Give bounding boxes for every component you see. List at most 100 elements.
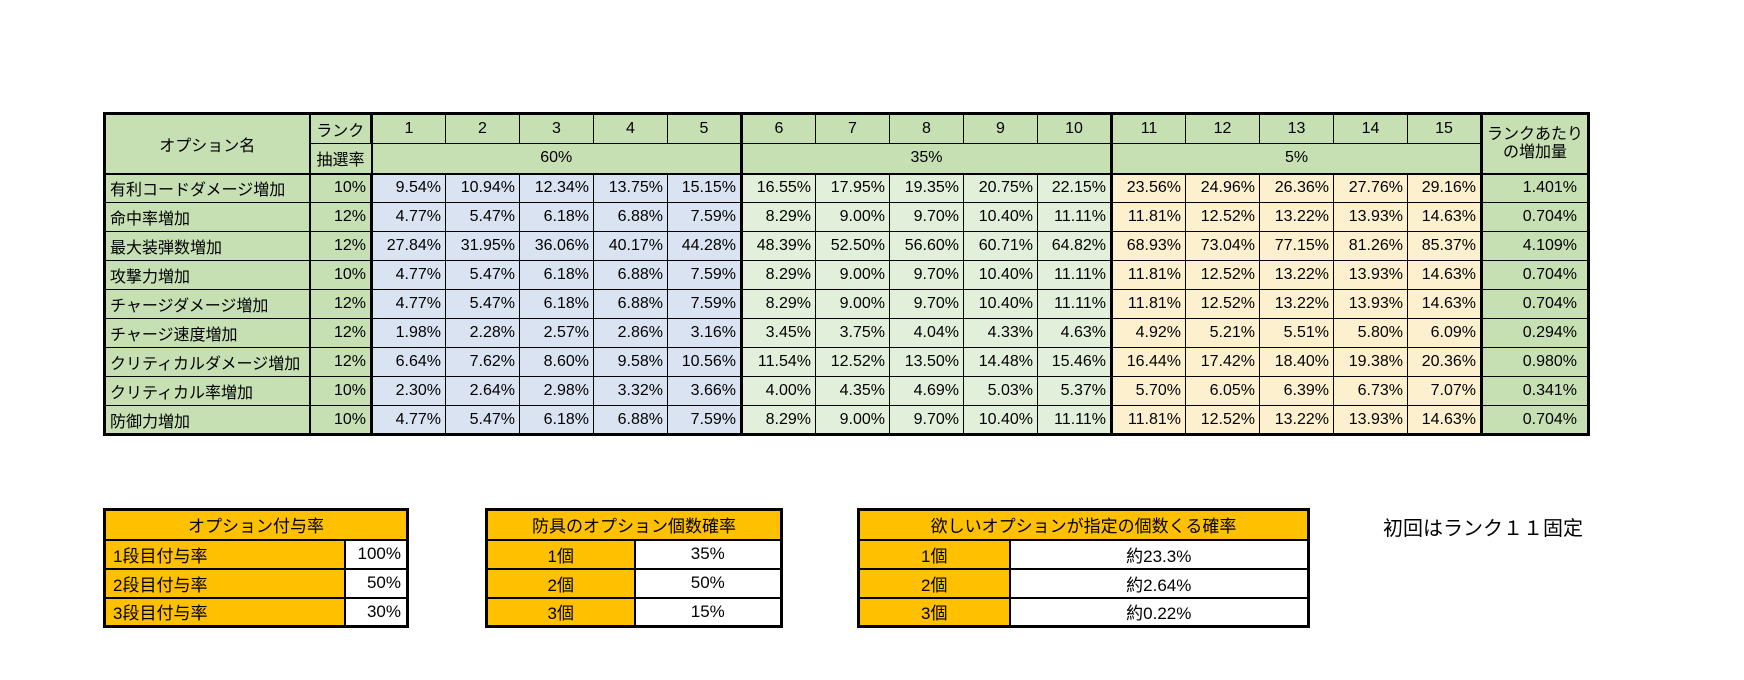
lottery-rate-cell: 12%: [309, 202, 373, 232]
rank-value-cell: 6.39%: [1259, 376, 1334, 406]
rank-value-cell: 6.64%: [371, 347, 446, 377]
title-row: 防具のオプション個数確率: [485, 508, 783, 541]
option-row: 最大装弾数増加 12% 27.84% 31.95% 36.06% 40.17% 44.28%…: [104, 231, 1590, 261]
rank-value-cell: 9.70%: [889, 202, 964, 232]
option-name-cell: チャージダメージ増加: [104, 289, 311, 319]
main-table-body: 有利コードダメージ増加 10% 9.54% 10.94% 12.34% 13.75% 15.…: [104, 173, 1590, 435]
lottery-rate-cell: 10%: [309, 173, 373, 203]
option-name-cell: クリティカルダメージ増加: [104, 347, 311, 377]
rank-value-cell: 17.42%: [1185, 347, 1260, 377]
rank-value-cell: 27.84%: [371, 231, 446, 261]
count-table-head: 防具のオプション個数確率: [485, 508, 783, 541]
table-row: 1個 約23.3%: [857, 538, 1310, 570]
rank-value-cell: 10.56%: [667, 347, 743, 377]
count-table-body: 1個 35% 2個 50% 3個 15%: [485, 538, 783, 628]
rank-header: ランク: [309, 113, 373, 144]
desired-table-body: 1個 約23.3% 2個 約2.64% 3個 約0.22%: [857, 538, 1310, 628]
rank-header-row: オプション名 ランク 1 2 3 4 5 6 7 8 9 10 11 12 13 14 15 ランクあたり の増加量: [104, 113, 1590, 175]
rank-value-cell: 4.77%: [371, 260, 446, 290]
rank-value-cell: 13.93%: [1333, 405, 1408, 435]
row-label-cell: 1個: [857, 538, 1011, 570]
rank-value-cell: 5.51%: [1259, 318, 1334, 348]
rank-value-cell: 8.29%: [741, 405, 816, 435]
rank-value-cell: 3.66%: [667, 376, 743, 406]
rank-value-cell: 40.17%: [593, 231, 668, 261]
per-rank-increase-cell: 0.294%: [1480, 318, 1590, 348]
table-row: 3個 約0.22%: [857, 596, 1310, 628]
rank-value-cell: 3.45%: [741, 318, 816, 348]
lottery-rate-cell: 10%: [309, 260, 373, 290]
rank-value-cell: 6.88%: [593, 405, 668, 435]
rank-value-cell: 6.18%: [519, 405, 594, 435]
rank-value-cell: 56.60%: [889, 231, 964, 261]
rank-value-cell: 1.98%: [371, 318, 446, 348]
per-rank-increase-header: ランクあたり の増加量: [1480, 113, 1590, 175]
rank-value-cell: 9.58%: [593, 347, 668, 377]
rank-column-header: 3: [519, 113, 594, 144]
rank-value-cell: 7.59%: [667, 405, 743, 435]
rank-value-cell: 3.75%: [815, 318, 890, 348]
rank-column-header: 12: [1185, 113, 1260, 144]
rank-value-cell: 9.00%: [815, 289, 890, 319]
per-rank-increase-header-line1: ランクあたり: [1487, 125, 1584, 143]
option-row: クリティカル率増加 10% 2.30% 2.64% 2.98% 3.32% 3.66% 4.0…: [104, 376, 1590, 406]
per-rank-increase-cell: 0.341%: [1480, 376, 1590, 406]
rank-value-cell: 4.00%: [741, 376, 816, 406]
rank-value-cell: 68.93%: [1111, 231, 1186, 261]
rank-value-cell: 5.47%: [445, 260, 520, 290]
rank-column-header: 2: [445, 113, 520, 144]
title-row: 欲しいオプションが指定の個数くる確率: [857, 508, 1310, 541]
option-row: 有利コードダメージ増加 10% 9.54% 10.94% 12.34% 13.75% 15.…: [104, 173, 1590, 203]
rank-value-cell: 8.29%: [741, 202, 816, 232]
rank-value-cell: 4.63%: [1037, 318, 1113, 348]
rank-value-cell: 60.71%: [963, 231, 1038, 261]
rank-value-cell: 4.33%: [963, 318, 1038, 348]
table-row: 3段目付与率 30%: [103, 596, 409, 628]
rank-value-cell: 5.37%: [1037, 376, 1113, 406]
rank-value-cell: 5.70%: [1111, 376, 1186, 406]
rank-column-header: 10: [1037, 113, 1113, 144]
rank-value-cell: 13.75%: [593, 173, 668, 203]
rank-value-cell: 10.40%: [963, 202, 1038, 232]
rank-value-cell: 73.04%: [1185, 231, 1260, 261]
rank-value-cell: 4.77%: [371, 202, 446, 232]
table-title: 防具のオプション個数確率: [485, 508, 783, 541]
rank-value-cell: 9.00%: [815, 202, 890, 232]
rank-value-cell: 85.37%: [1407, 231, 1483, 261]
row-value-cell: 35%: [633, 538, 783, 570]
lottery-rate-cell: 12%: [309, 318, 373, 348]
table-row: 3個 15%: [485, 596, 783, 628]
title-row: オプション付与率: [103, 508, 409, 541]
option-name-header: オプション名: [104, 113, 311, 175]
rank-column-header: 1: [371, 113, 446, 144]
rank-value-cell: 10.94%: [445, 173, 520, 203]
rank-value-cell: 5.47%: [445, 202, 520, 232]
rank-value-cell: 6.09%: [1407, 318, 1483, 348]
option-name-cell: 防御力増加: [104, 405, 311, 435]
lottery-rate-cell: 12%: [309, 289, 373, 319]
rank-value-cell: 20.36%: [1407, 347, 1483, 377]
rank-column-header: 13: [1259, 113, 1334, 144]
rank-value-cell: 7.07%: [1407, 376, 1483, 406]
rank-value-cell: 19.35%: [889, 173, 964, 203]
rank-column-header: 4: [593, 113, 668, 144]
rank-value-cell: 12.52%: [1185, 260, 1260, 290]
table-row: 2個 約2.64%: [857, 567, 1310, 599]
rank-value-cell: 23.56%: [1111, 173, 1186, 203]
rank-value-cell: 9.70%: [889, 405, 964, 435]
row-label-cell: 2個: [857, 567, 1011, 599]
row-label-cell: 3個: [485, 596, 636, 628]
rank-value-cell: 3.16%: [667, 318, 743, 348]
rank-value-cell: 11.81%: [1111, 405, 1186, 435]
rank-value-cell: 9.70%: [889, 289, 964, 319]
rank-value-cell: 44.28%: [667, 231, 743, 261]
rank-value-cell: 13.22%: [1259, 202, 1334, 232]
per-rank-increase-cell: 1.401%: [1480, 173, 1590, 203]
rank-value-cell: 11.11%: [1037, 260, 1113, 290]
lottery-rate-cell: 10%: [309, 376, 373, 406]
row-label-cell: 1個: [485, 538, 636, 570]
option-row: 攻撃力増加 10% 4.77% 5.47% 6.18% 6.88% 7.59% 8.29% 9.…: [104, 260, 1590, 290]
rank-value-cell: 6.18%: [519, 289, 594, 319]
rank-value-cell: 11.54%: [741, 347, 816, 377]
main-table-head: オプション名 ランク 1 2 3 4 5 6 7 8 9 10 11 12 13 14 15 ランクあたり の増加量…: [104, 113, 1590, 175]
